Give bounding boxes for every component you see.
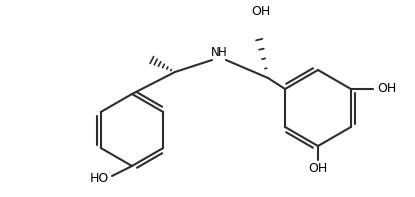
Text: OH: OH [377,82,397,95]
Text: OH: OH [308,162,327,175]
Text: HO: HO [89,173,109,186]
Text: OH: OH [251,5,271,18]
Text: N: N [211,46,220,59]
Text: H: H [217,46,226,59]
